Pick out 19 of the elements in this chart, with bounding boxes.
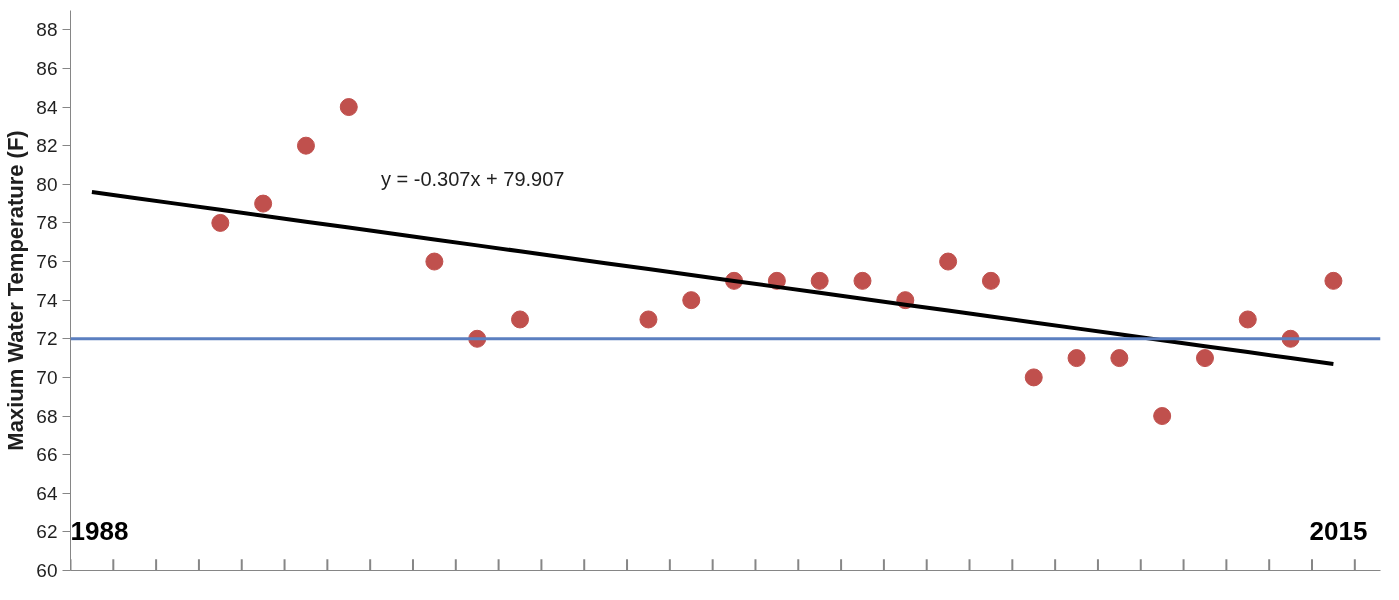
y-tick-label: 64 — [36, 482, 58, 504]
annotation: 2015 — [1309, 515, 1368, 546]
y-tick-label: 74 — [36, 289, 58, 311]
annotation: y = -0.307x + 79.907 — [380, 167, 565, 190]
y-tick-label: 72 — [36, 328, 58, 350]
y-tick-label: 88 — [36, 19, 58, 41]
y-tick-label: 62 — [36, 521, 58, 543]
y-tick-label: 78 — [36, 212, 58, 234]
y-tick-label: 84 — [36, 96, 58, 118]
y-tick-label: 66 — [36, 444, 58, 466]
y-tick-label: 68 — [36, 405, 58, 427]
annotation: 1988 — [70, 515, 129, 546]
y-tick-label: 76 — [36, 251, 58, 273]
y-tick-label: 80 — [36, 173, 58, 195]
y-tick-label: 86 — [36, 57, 58, 79]
y-axis-title: Maxium Water Temperature (F) — [3, 130, 29, 451]
y-tick-label: 82 — [36, 135, 58, 157]
y-tick-label: 60 — [36, 560, 58, 581]
y-tick-label: 70 — [36, 366, 58, 388]
